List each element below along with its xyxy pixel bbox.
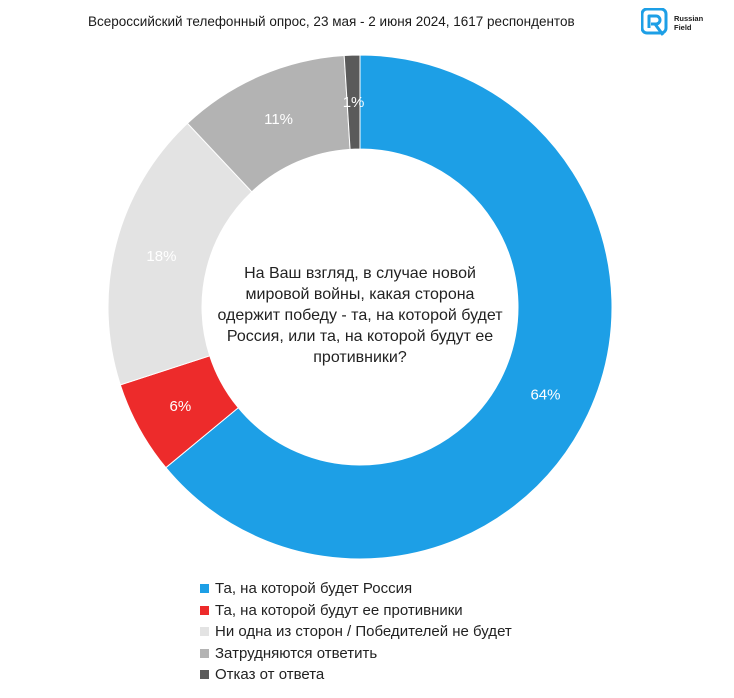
slice-label: 11% [264, 111, 293, 128]
legend-label: Та, на которой будут ее противники [215, 601, 463, 619]
legend-swatch [200, 648, 209, 658]
chart-question: На Ваш взгляд, в случае новой мировой во… [217, 265, 503, 366]
russian-field-logo: Russian Field [641, 8, 711, 42]
slice-label: 6% [170, 398, 192, 415]
legend-item: Ни одна из сторон / Победителей не будет [200, 621, 512, 643]
legend-label: Затрудняются ответить [215, 644, 378, 662]
slice-label: 18% [146, 248, 176, 265]
legend-item: Затрудняются ответить [200, 643, 512, 665]
donut-slice [165, 54, 613, 560]
chart-subtitle: Всероссийский телефонный опрос, 23 мая -… [88, 14, 575, 29]
legend-swatch [200, 605, 209, 615]
logo-icon [641, 8, 668, 36]
legend-swatch [200, 670, 209, 680]
legend-item: Отказ от ответа [200, 664, 512, 686]
chart-legend: Та, на которой будет Россия Та, на которо… [200, 578, 512, 686]
legend-item: Та, на которой будет Россия [200, 578, 512, 600]
legend-item: Та, на которой будут ее противники [200, 600, 512, 622]
logo-text: Russian Field [674, 14, 704, 32]
legend-label: Отказ от ответа [215, 666, 325, 684]
donut-slice [343, 54, 361, 150]
slice-label: 1% [343, 94, 365, 111]
legend-swatch [200, 584, 209, 594]
legend-label: Ни одна из сторон / Победителей не будет [215, 623, 512, 641]
legend-swatch [200, 627, 209, 637]
legend-label: Та, на которой будет Россия [215, 580, 413, 598]
slice-label: 64% [530, 386, 560, 403]
